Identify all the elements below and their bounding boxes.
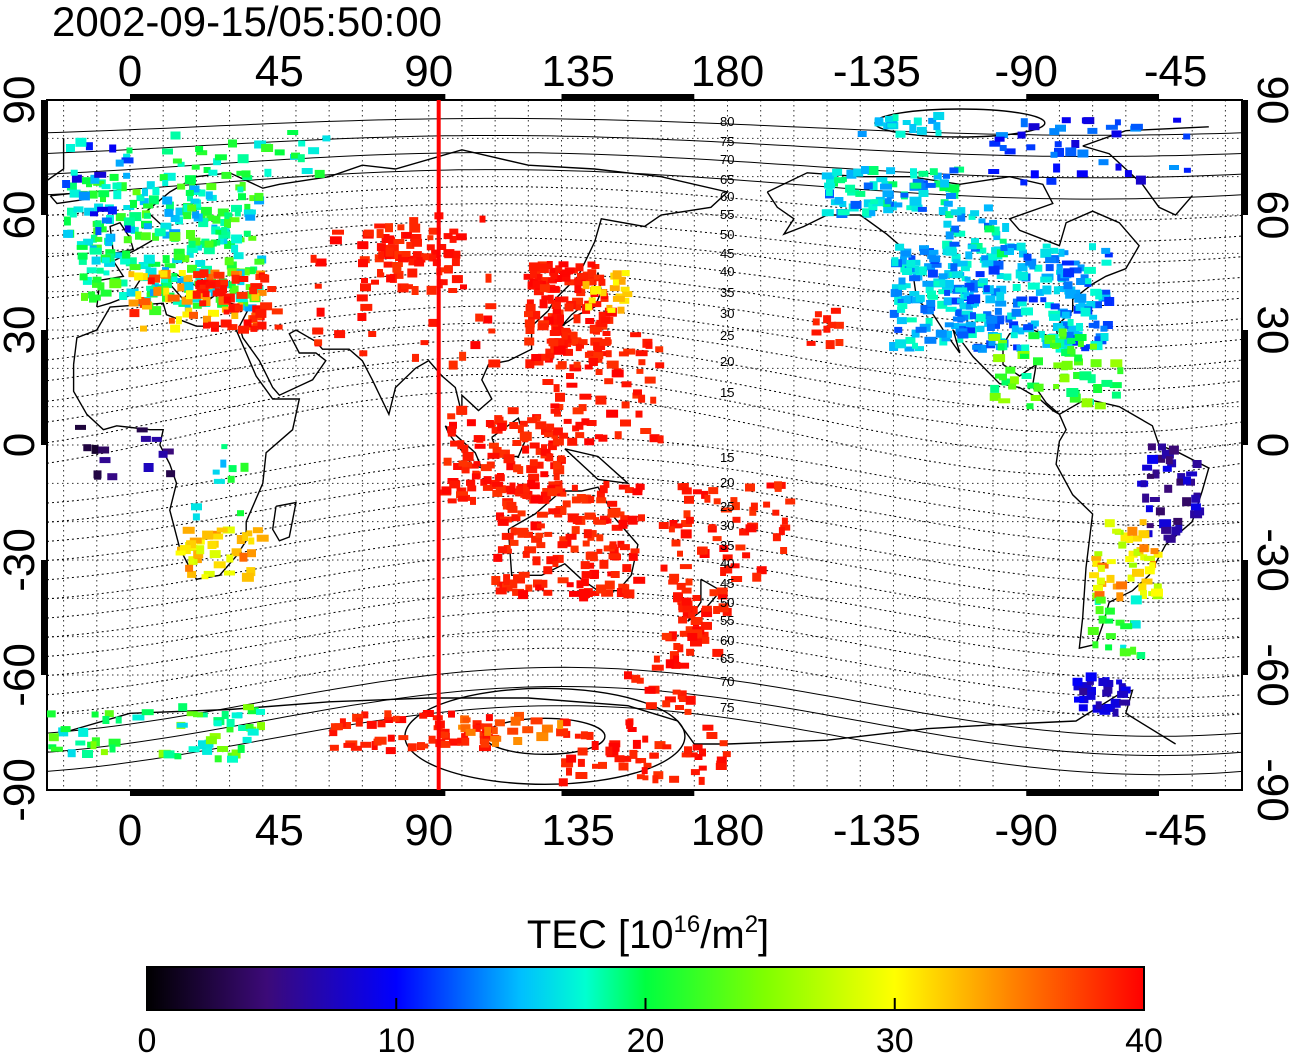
contour-label: 35 xyxy=(720,538,734,553)
left-latitude-labels: 90 60 30 0 -30 -60 -90 xyxy=(0,76,44,822)
bottom-lon-tick-label: 90 xyxy=(404,806,453,855)
contour-label: 65 xyxy=(720,172,734,187)
top-longitude-labels: 0 45 90 135 180 -135 -90 -45 xyxy=(118,47,1208,96)
contour-label: 75 xyxy=(720,700,734,715)
left-lat-tick-label: -30 xyxy=(0,528,44,592)
contour-label: 45 xyxy=(720,246,734,261)
contour-label: 80 xyxy=(720,114,734,129)
contour-label: 40 xyxy=(720,264,734,279)
right-lat-tick-label: 0 xyxy=(1248,433,1292,457)
contour-label: 55 xyxy=(720,613,734,628)
colorbar-title-mid: /m xyxy=(700,913,744,957)
contour-label: 15 xyxy=(720,385,734,400)
bottom-lon-tick-label: -45 xyxy=(1144,806,1208,855)
contour-label: 20 xyxy=(720,354,734,369)
bottom-lon-tick-label: 45 xyxy=(255,806,304,855)
contour-label: 60 xyxy=(720,189,734,204)
bottom-longitude-labels: 0 45 90 135 180 -135 -90 -45 xyxy=(118,806,1208,855)
right-latitude-labels: 90 60 30 0 -30 -60 -90 xyxy=(1248,76,1292,822)
contour-label: 25 xyxy=(720,499,734,514)
contour-label: 50 xyxy=(720,595,734,610)
top-lon-tick-label: 45 xyxy=(255,47,304,96)
right-lat-tick-label: -90 xyxy=(1248,758,1292,822)
colorbar-tick-label: 0 xyxy=(138,1022,157,1057)
top-lon-tick-label: 135 xyxy=(541,47,614,96)
bottom-lon-tick-label: 0 xyxy=(118,806,142,855)
colorbar-title-prefix: TEC [10 xyxy=(527,913,674,957)
right-lat-tick-label: -30 xyxy=(1248,528,1292,592)
contour-label: 35 xyxy=(720,285,734,300)
contour-label: 20 xyxy=(720,475,734,490)
top-lon-tick-label: 0 xyxy=(118,47,142,96)
colorbar: TEC [1016/m2] 0 10 20 30 40 xyxy=(138,911,1163,1057)
bottom-lon-tick-label: -90 xyxy=(994,806,1058,855)
contour-label: 65 xyxy=(720,651,734,666)
top-lon-tick-label: 180 xyxy=(691,47,764,96)
timestamp: 2002-09-15/05:50:00 xyxy=(52,0,442,45)
contour-label: 70 xyxy=(720,152,734,167)
contour-label: 75 xyxy=(720,134,734,149)
contour-label: 45 xyxy=(720,576,734,591)
colorbar-tick-label: 10 xyxy=(377,1022,415,1057)
colorbar-title-exp2: 2 xyxy=(745,911,758,938)
left-lat-tick-label: 90 xyxy=(0,76,44,125)
colorbar-title-exp: 16 xyxy=(674,911,701,938)
contour-label: 60 xyxy=(720,633,734,648)
colorbar-title-suffix: ] xyxy=(758,913,769,957)
contour-label: 40 xyxy=(720,556,734,571)
contour-label: 25 xyxy=(720,328,734,343)
colorbar-ticks: 0 10 20 30 40 xyxy=(138,998,1163,1057)
contour-label: 70 xyxy=(720,674,734,689)
colorbar-title: TEC [1016/m2] xyxy=(527,911,769,957)
right-lat-tick-label: 60 xyxy=(1248,191,1292,240)
contour-label: 15 xyxy=(720,450,734,465)
top-lon-tick-label: -45 xyxy=(1144,47,1208,96)
right-lat-tick-label: -60 xyxy=(1248,643,1292,707)
left-lat-tick-label: -60 xyxy=(0,643,44,707)
colorbar-tick-label: 20 xyxy=(627,1022,665,1057)
contour-labels: 80 75 70 65 60 55 50 45 40 35 30 25 20 15 15 20 25 30 35 40… xyxy=(720,114,734,715)
top-lon-tick-label: 90 xyxy=(404,47,453,96)
right-lat-tick-label: 30 xyxy=(1248,306,1292,355)
contour-label: 30 xyxy=(720,518,734,533)
contour-label: 50 xyxy=(720,227,734,242)
top-lon-tick-label: -135 xyxy=(833,47,921,96)
bottom-lon-tick-label: 180 xyxy=(691,806,764,855)
contour-label: 30 xyxy=(720,306,734,321)
left-lat-tick-label: 0 xyxy=(0,433,44,457)
bottom-lon-tick-label: -135 xyxy=(833,806,921,855)
left-lat-tick-label: 30 xyxy=(0,306,44,355)
colorbar-gradient xyxy=(146,966,1145,1011)
left-lat-tick-label: 60 xyxy=(0,191,44,240)
colorbar-tick-label: 30 xyxy=(876,1022,914,1057)
contour-label: 55 xyxy=(720,207,734,222)
bottom-lon-tick-label: 135 xyxy=(541,806,614,855)
colorbar-tick-label: 40 xyxy=(1125,1022,1163,1057)
left-lat-tick-label: -90 xyxy=(0,758,44,822)
top-lon-tick-label: -90 xyxy=(994,47,1058,96)
right-lat-tick-label: 90 xyxy=(1248,76,1292,125)
